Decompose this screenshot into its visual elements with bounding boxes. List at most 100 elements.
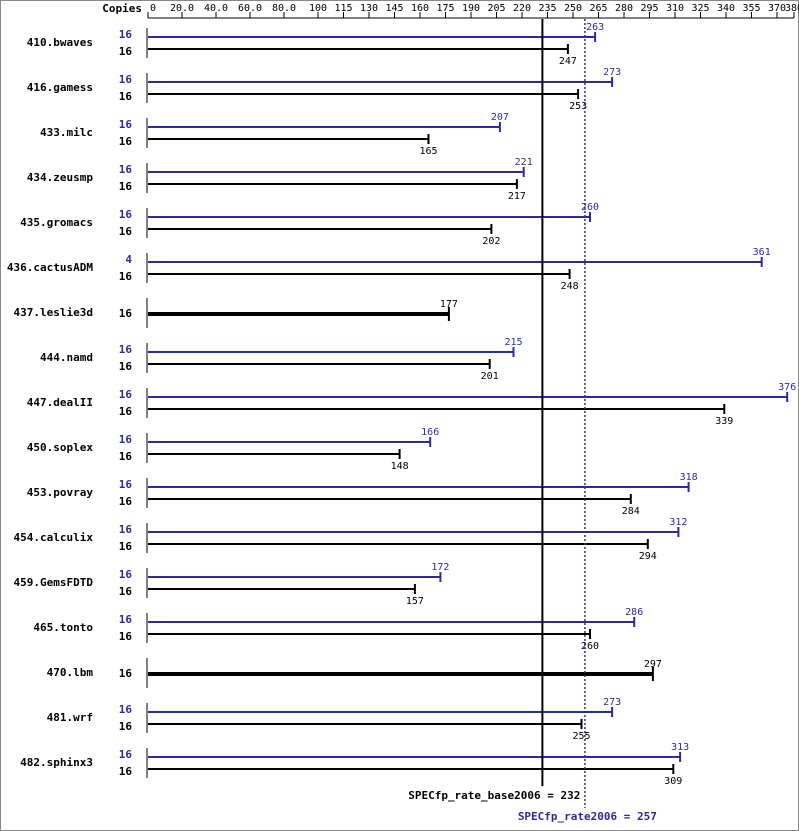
copies-header: Copies xyxy=(102,2,142,15)
value-label: 217 xyxy=(508,191,526,202)
copies-label: 16 xyxy=(119,90,133,103)
copies-label: 16 xyxy=(119,720,133,733)
benchmark-label: 434.zeusmp xyxy=(27,171,94,184)
x-tick-label: 280 xyxy=(615,3,633,14)
x-tick-label: 190 xyxy=(462,3,480,14)
value-label: 376 xyxy=(778,382,796,393)
copies-label: 16 xyxy=(119,405,133,418)
x-tick-label: 220 xyxy=(513,3,531,14)
value-label: 260 xyxy=(581,641,599,652)
value-label: 221 xyxy=(515,157,533,168)
value-label: 172 xyxy=(431,562,449,573)
x-tick-label: 160 xyxy=(411,3,429,14)
copies-label: 16 xyxy=(119,45,133,58)
copies-label: 16 xyxy=(119,748,133,761)
copies-label: 16 xyxy=(119,540,133,553)
copies-label: 16 xyxy=(119,433,133,446)
copies-label: 16 xyxy=(119,163,133,176)
copies-label: 16 xyxy=(119,208,133,221)
copies-label: 16 xyxy=(119,478,133,491)
value-label: 201 xyxy=(481,371,499,382)
x-tick-label: 370 xyxy=(768,3,786,14)
x-tick-label: 145 xyxy=(385,3,403,14)
value-label: 207 xyxy=(491,112,509,123)
benchmark-label: 410.bwaves xyxy=(27,36,93,49)
benchmark-label: 447.dealII xyxy=(27,396,93,409)
copies-label: 16 xyxy=(119,307,133,320)
value-label: 148 xyxy=(391,461,409,472)
value-label: 286 xyxy=(625,607,643,618)
copies-label: 16 xyxy=(119,495,133,508)
copies-label: 16 xyxy=(119,450,133,463)
copies-label: 16 xyxy=(119,343,133,356)
copies-label: 4 xyxy=(125,253,132,266)
copies-label: 16 xyxy=(119,73,133,86)
value-label: 165 xyxy=(419,146,437,157)
benchmark-label: 416.gamess xyxy=(27,81,93,94)
value-label: 166 xyxy=(421,427,439,438)
x-tick-label: 60.0 xyxy=(238,3,262,14)
value-label: 157 xyxy=(406,596,424,607)
value-label: 297 xyxy=(644,659,662,670)
benchmark-label: 437.leslie3d xyxy=(14,306,93,319)
x-tick-label: 40.0 xyxy=(204,3,228,14)
value-label: 339 xyxy=(715,416,733,427)
benchmark-label: 482.sphinx3 xyxy=(20,756,93,769)
copies-label: 16 xyxy=(119,630,133,643)
copies-label: 16 xyxy=(119,360,133,373)
benchmark-label: 481.wrf xyxy=(47,711,93,724)
x-tick-label: 20.0 xyxy=(170,3,194,14)
x-tick-label: 80.0 xyxy=(272,3,296,14)
copies-label: 16 xyxy=(119,225,133,238)
value-label: 247 xyxy=(559,56,577,67)
benchmark-label: 470.lbm xyxy=(47,666,94,679)
copies-label: 16 xyxy=(119,667,133,680)
value-label: 273 xyxy=(603,697,621,708)
copies-label: 16 xyxy=(119,765,133,778)
benchmark-label: 444.namd xyxy=(40,351,93,364)
copies-label: 16 xyxy=(119,523,133,536)
value-label: 215 xyxy=(504,337,522,348)
value-label: 260 xyxy=(581,202,599,213)
copies-label: 16 xyxy=(119,28,133,41)
x-tick-label: 265 xyxy=(589,3,607,14)
value-label: 294 xyxy=(639,551,657,562)
x-tick-label: 175 xyxy=(436,3,454,14)
x-tick-label: 250 xyxy=(564,3,582,14)
value-label: 255 xyxy=(572,731,590,742)
x-tick-label: 235 xyxy=(538,3,556,14)
copies-label: 16 xyxy=(119,613,133,626)
reference-label: SPECfp_rate2006 = 257 xyxy=(518,810,657,823)
copies-label: 16 xyxy=(119,270,133,283)
x-tick-label: 205 xyxy=(487,3,505,14)
x-tick-label: 355 xyxy=(742,3,760,14)
value-label: 318 xyxy=(680,472,698,483)
value-label: 312 xyxy=(669,517,687,528)
benchmark-label: 454.calculix xyxy=(14,531,94,544)
value-label: 263 xyxy=(586,22,604,33)
value-label: 284 xyxy=(622,506,640,517)
copies-label: 16 xyxy=(119,135,133,148)
value-label: 273 xyxy=(603,67,621,78)
benchmark-label: 433.milc xyxy=(40,126,93,139)
benchmark-label: 459.GemsFDTD xyxy=(14,576,94,589)
value-label: 361 xyxy=(753,247,771,258)
value-label: 248 xyxy=(561,281,579,292)
copies-label: 16 xyxy=(119,585,133,598)
benchmark-label: 436.cactusADM xyxy=(7,261,93,274)
value-label: 177 xyxy=(440,299,458,310)
reference-label: SPECfp_rate_base2006 = 232 xyxy=(408,789,580,802)
x-tick-label: 115 xyxy=(334,3,352,14)
value-label: 253 xyxy=(569,101,587,112)
x-tick-label: 100 xyxy=(309,3,327,14)
copies-label: 16 xyxy=(119,568,133,581)
copies-label: 16 xyxy=(119,388,133,401)
x-tick-label: 325 xyxy=(691,3,709,14)
x-tick-label: 130 xyxy=(360,3,378,14)
x-tick-label: 295 xyxy=(640,3,658,14)
benchmark-label: 450.soplex xyxy=(27,441,94,454)
value-label: 202 xyxy=(482,236,500,247)
x-tick-label: 340 xyxy=(717,3,735,14)
copies-label: 16 xyxy=(119,180,133,193)
x-tick-label: 310 xyxy=(666,3,684,14)
